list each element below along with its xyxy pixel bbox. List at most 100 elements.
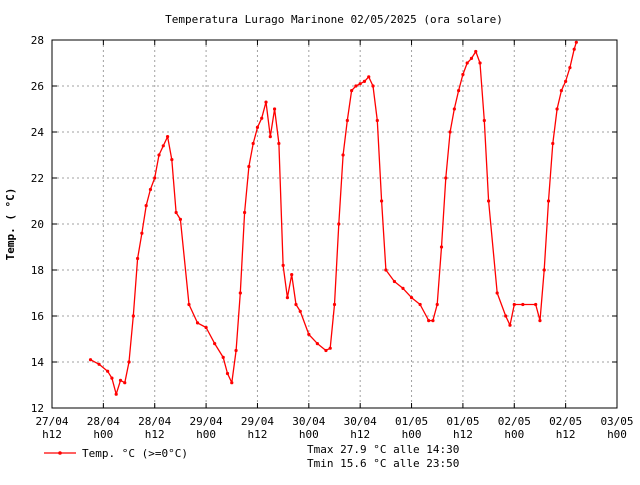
x-tick-hour-label: h12 [350, 428, 370, 441]
data-point [419, 303, 422, 306]
data-point [243, 211, 246, 214]
data-point [226, 372, 229, 375]
data-point [162, 144, 165, 147]
x-tick-date-label: 03/05 [600, 415, 633, 428]
x-tick-hour-label: h12 [145, 428, 165, 441]
data-point [444, 176, 447, 179]
data-point [230, 381, 233, 384]
data-point [337, 222, 340, 225]
data-point [290, 273, 293, 276]
data-point [341, 153, 344, 156]
legend-label: Temp. °C (>=0°C) [82, 447, 188, 460]
data-point [269, 135, 272, 138]
data-point [534, 303, 537, 306]
data-point [354, 84, 357, 87]
data-point [106, 370, 109, 373]
x-tick-date-label: 29/04 [190, 415, 223, 428]
data-point [483, 119, 486, 122]
data-point [573, 48, 576, 51]
data-point [564, 80, 567, 83]
x-tick-date-label: 30/04 [344, 415, 377, 428]
data-point [410, 296, 413, 299]
data-point [393, 280, 396, 283]
data-point [329, 347, 332, 350]
data-point [286, 296, 289, 299]
data-point [115, 393, 118, 396]
data-point [376, 119, 379, 122]
data-point [474, 50, 477, 53]
tmax-annotation: Tmax 27.9 °C alle 14:30 [307, 443, 459, 456]
data-point [324, 349, 327, 352]
data-point [157, 153, 160, 156]
y-axis-label: Temp. ( °C) [4, 188, 17, 261]
data-point [547, 199, 550, 202]
data-point [234, 349, 237, 352]
data-point [136, 257, 139, 260]
data-point [487, 199, 490, 202]
data-point [461, 73, 464, 76]
x-tick-hour-label: h12 [42, 428, 62, 441]
data-point [170, 158, 173, 161]
x-tick-date-label: 27/04 [35, 415, 68, 428]
data-point [380, 199, 383, 202]
data-point [551, 142, 554, 145]
x-tick-hour-label: h00 [196, 428, 216, 441]
series-line [91, 42, 577, 394]
x-tick-date-label: 29/04 [241, 415, 274, 428]
x-tick-hour-label: h00 [402, 428, 422, 441]
data-point [448, 130, 451, 133]
y-tick-label: 16 [31, 310, 44, 323]
data-point [277, 142, 280, 145]
data-point [359, 82, 362, 85]
chart-title: Temperatura Lurago Marinone 02/05/2025 (… [165, 13, 503, 26]
x-tick-hour-label: h12 [453, 428, 473, 441]
data-point [252, 142, 255, 145]
x-tick-hour-label: h00 [299, 428, 319, 441]
data-point [538, 319, 541, 322]
x-tick-date-label: 01/05 [395, 415, 428, 428]
chart-canvas: Temperatura Lurago Marinone 02/05/2025 (… [0, 0, 640, 480]
data-point [371, 84, 374, 87]
x-tick-hour-label: h00 [504, 428, 524, 441]
data-point [333, 303, 336, 306]
legend: Temp. °C (>=0°C) [44, 447, 188, 460]
x-tick-hour-label: h12 [248, 428, 268, 441]
data-point [504, 314, 507, 317]
data-point [213, 342, 216, 345]
y-tick-label: 12 [31, 402, 44, 415]
data-point [457, 89, 460, 92]
data-point [175, 211, 178, 214]
data-point [316, 342, 319, 345]
y-tick-label: 26 [31, 80, 44, 93]
data-point [260, 117, 263, 120]
data-point [222, 356, 225, 359]
data-point [299, 310, 302, 313]
data-point [239, 291, 242, 294]
x-tick-hour-label: h00 [93, 428, 113, 441]
data-point [427, 319, 430, 322]
data-point [363, 80, 366, 83]
data-point [282, 264, 285, 267]
data-point [89, 358, 92, 361]
data-point [256, 126, 259, 129]
legend-marker-swatch [58, 451, 62, 455]
data-point [560, 89, 563, 92]
y-tick-label: 14 [31, 356, 45, 369]
data-point [478, 61, 481, 64]
data-point [436, 303, 439, 306]
x-tick-date-label: 02/05 [498, 415, 531, 428]
data-point [187, 303, 190, 306]
data-point [453, 107, 456, 110]
data-point [153, 176, 156, 179]
data-point [294, 303, 297, 306]
data-point [401, 287, 404, 290]
data-point [166, 135, 169, 138]
data-point [568, 66, 571, 69]
data-point [466, 61, 469, 64]
data-point [307, 333, 310, 336]
data-point [470, 57, 473, 60]
data-point [350, 89, 353, 92]
data-point [508, 324, 511, 327]
y-tick-label: 22 [31, 172, 44, 185]
series-layer [89, 41, 578, 396]
